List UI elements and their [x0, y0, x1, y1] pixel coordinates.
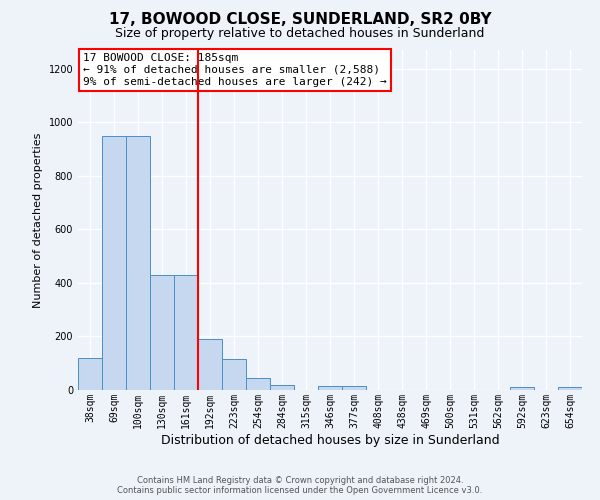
Bar [198, 339, 222, 390]
X-axis label: Distribution of detached houses by size in Sunderland: Distribution of detached houses by size … [161, 434, 499, 446]
Y-axis label: Number of detached properties: Number of detached properties [33, 132, 43, 308]
Bar [150, 275, 174, 390]
Bar [222, 359, 246, 390]
Bar [318, 386, 342, 390]
Bar [558, 388, 582, 390]
Bar [126, 136, 150, 390]
Bar [78, 358, 102, 390]
Text: 17 BOWOOD CLOSE: 185sqm
← 91% of detached houses are smaller (2,588)
9% of semi-: 17 BOWOOD CLOSE: 185sqm ← 91% of detache… [83, 54, 387, 86]
Bar [342, 386, 366, 390]
Bar [510, 388, 534, 390]
Text: 17, BOWOOD CLOSE, SUNDERLAND, SR2 0BY: 17, BOWOOD CLOSE, SUNDERLAND, SR2 0BY [109, 12, 491, 28]
Text: Contains HM Land Registry data © Crown copyright and database right 2024.
Contai: Contains HM Land Registry data © Crown c… [118, 476, 482, 495]
Bar [174, 275, 198, 390]
Bar [246, 378, 270, 390]
Text: Size of property relative to detached houses in Sunderland: Size of property relative to detached ho… [115, 28, 485, 40]
Bar [102, 136, 126, 390]
Bar [270, 384, 294, 390]
